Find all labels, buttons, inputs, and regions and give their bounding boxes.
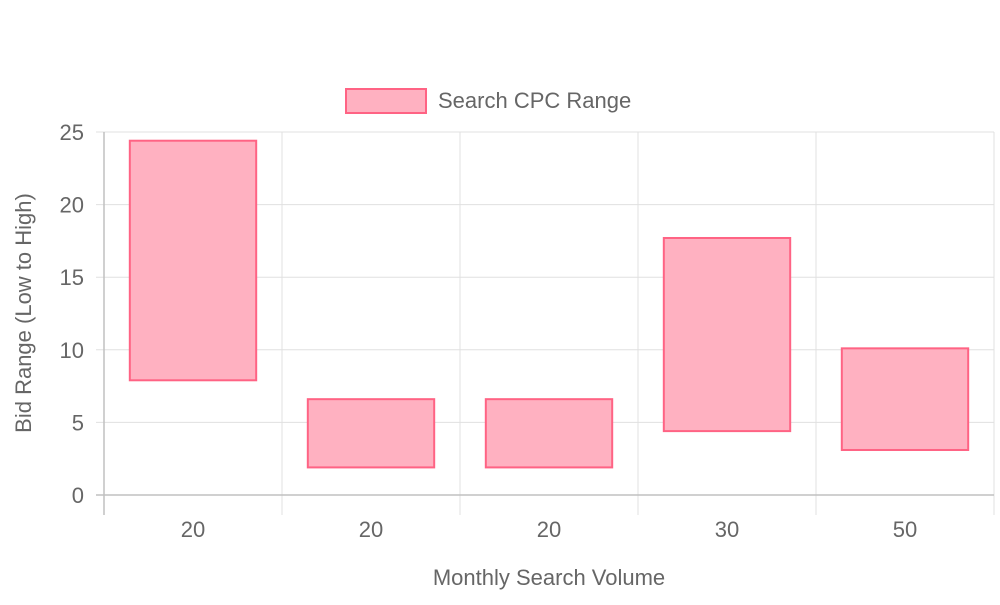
x-tick-label: 20 — [359, 517, 383, 542]
x-tick-label: 20 — [537, 517, 561, 542]
legend-swatch[interactable] — [345, 88, 427, 114]
x-axis-title: Monthly Search Volume — [433, 565, 665, 590]
y-tick-label: 25 — [60, 120, 84, 145]
bars — [128, 139, 970, 469]
range-bar — [662, 236, 792, 433]
y-axis-title: Bid Range (Low to High) — [11, 193, 36, 433]
range-bar — [128, 139, 258, 382]
y-tick-label: 10 — [60, 338, 84, 363]
legend-label[interactable]: Search CPC Range — [438, 88, 631, 113]
y-tick-label: 5 — [72, 410, 84, 435]
y-tick-label: 0 — [72, 483, 84, 508]
range-bar — [484, 398, 614, 469]
range-bar — [306, 398, 436, 469]
range-bar — [840, 347, 970, 451]
y-tick-label: 15 — [60, 265, 84, 290]
x-tick-label: 50 — [893, 517, 917, 542]
axes: 0 5 10 15 20 25 20 20 20 30 50 — [60, 120, 994, 542]
x-tick-label: 30 — [715, 517, 739, 542]
legend[interactable]: Search CPC Range — [345, 88, 631, 114]
y-tick-label: 20 — [60, 193, 84, 218]
x-tick-label: 20 — [181, 517, 205, 542]
